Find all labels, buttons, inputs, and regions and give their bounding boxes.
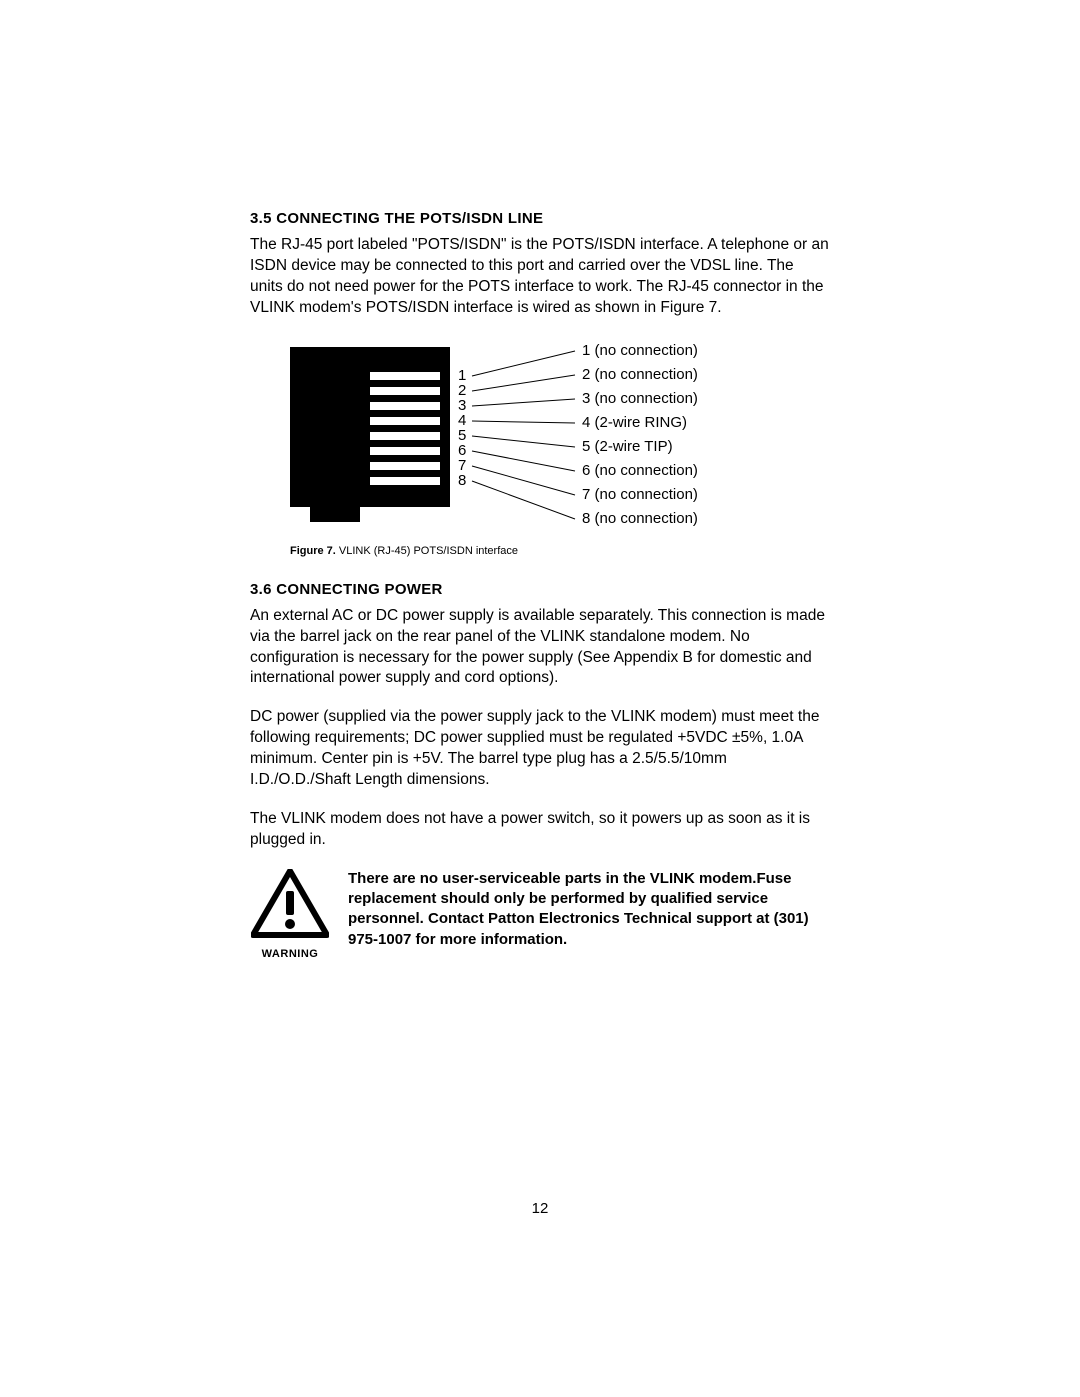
document-page: 3.5 CONNECTING THE POTS/ISDN LINE The RJ… xyxy=(0,0,1080,1397)
pin-bar xyxy=(370,402,440,410)
pin-label: 2 (no connection) xyxy=(582,366,698,383)
rj45-figure: 1 2 3 4 5 6 7 8 1 (no connection) 2 (no … xyxy=(280,337,830,537)
pin-line xyxy=(472,351,575,376)
figure-caption: Figure 7. VLINK (RJ-45) POTS/ISDN interf… xyxy=(290,545,830,557)
rj45-diagram-svg: 1 2 3 4 5 6 7 8 1 (no connection) 2 (no … xyxy=(280,337,760,537)
warning-icon xyxy=(251,869,329,939)
warning-block: WARNING There are no user-serviceable pa… xyxy=(250,869,830,960)
pin-line xyxy=(472,466,575,495)
pin-bar xyxy=(370,477,440,485)
section-para-power-2: DC power (supplied via the power supply … xyxy=(250,707,830,791)
section-heading-power: 3.6 CONNECTING POWER xyxy=(250,581,830,598)
pin-label: 7 (no connection) xyxy=(582,486,698,503)
pin-label: 4 (2-wire RING) xyxy=(582,414,687,431)
pin-number: 8 xyxy=(458,472,466,489)
pin-bar xyxy=(370,387,440,395)
pin-label: 8 (no connection) xyxy=(582,510,698,527)
pin-bar xyxy=(370,447,440,455)
pin-label: 3 (no connection) xyxy=(582,390,698,407)
page-number: 12 xyxy=(0,1200,1080,1217)
pin-label: 1 (no connection) xyxy=(582,342,698,359)
pin-label: 5 (2-wire TIP) xyxy=(582,438,673,455)
pin-bar xyxy=(370,372,440,380)
section-para-power-1: An external AC or DC power supply is ava… xyxy=(250,606,830,690)
figure-caption-text: VLINK (RJ-45) POTS/ISDN interface xyxy=(336,545,518,557)
pin-line xyxy=(472,451,575,471)
warning-icon-column: WARNING xyxy=(250,869,330,960)
section-para-pots: The RJ-45 port labeled "POTS/ISDN" is th… xyxy=(250,235,830,319)
section-heading-pots: 3.5 CONNECTING THE POTS/ISDN LINE xyxy=(250,210,830,227)
warning-label: WARNING xyxy=(250,948,330,960)
pin-line xyxy=(472,436,575,447)
figure-caption-bold: Figure 7. xyxy=(290,545,336,557)
pin-line xyxy=(472,399,575,406)
pin-bar xyxy=(370,417,440,425)
pin-line xyxy=(472,375,575,391)
section-para-power-3: The VLINK modem does not have a power sw… xyxy=(250,809,830,851)
pin-label: 6 (no connection) xyxy=(582,462,698,479)
warning-text: There are no user-serviceable parts in t… xyxy=(348,869,830,960)
pin-bar xyxy=(370,432,440,440)
pin-bar xyxy=(370,462,440,470)
pin-line xyxy=(472,421,575,423)
pin-line xyxy=(472,481,575,519)
